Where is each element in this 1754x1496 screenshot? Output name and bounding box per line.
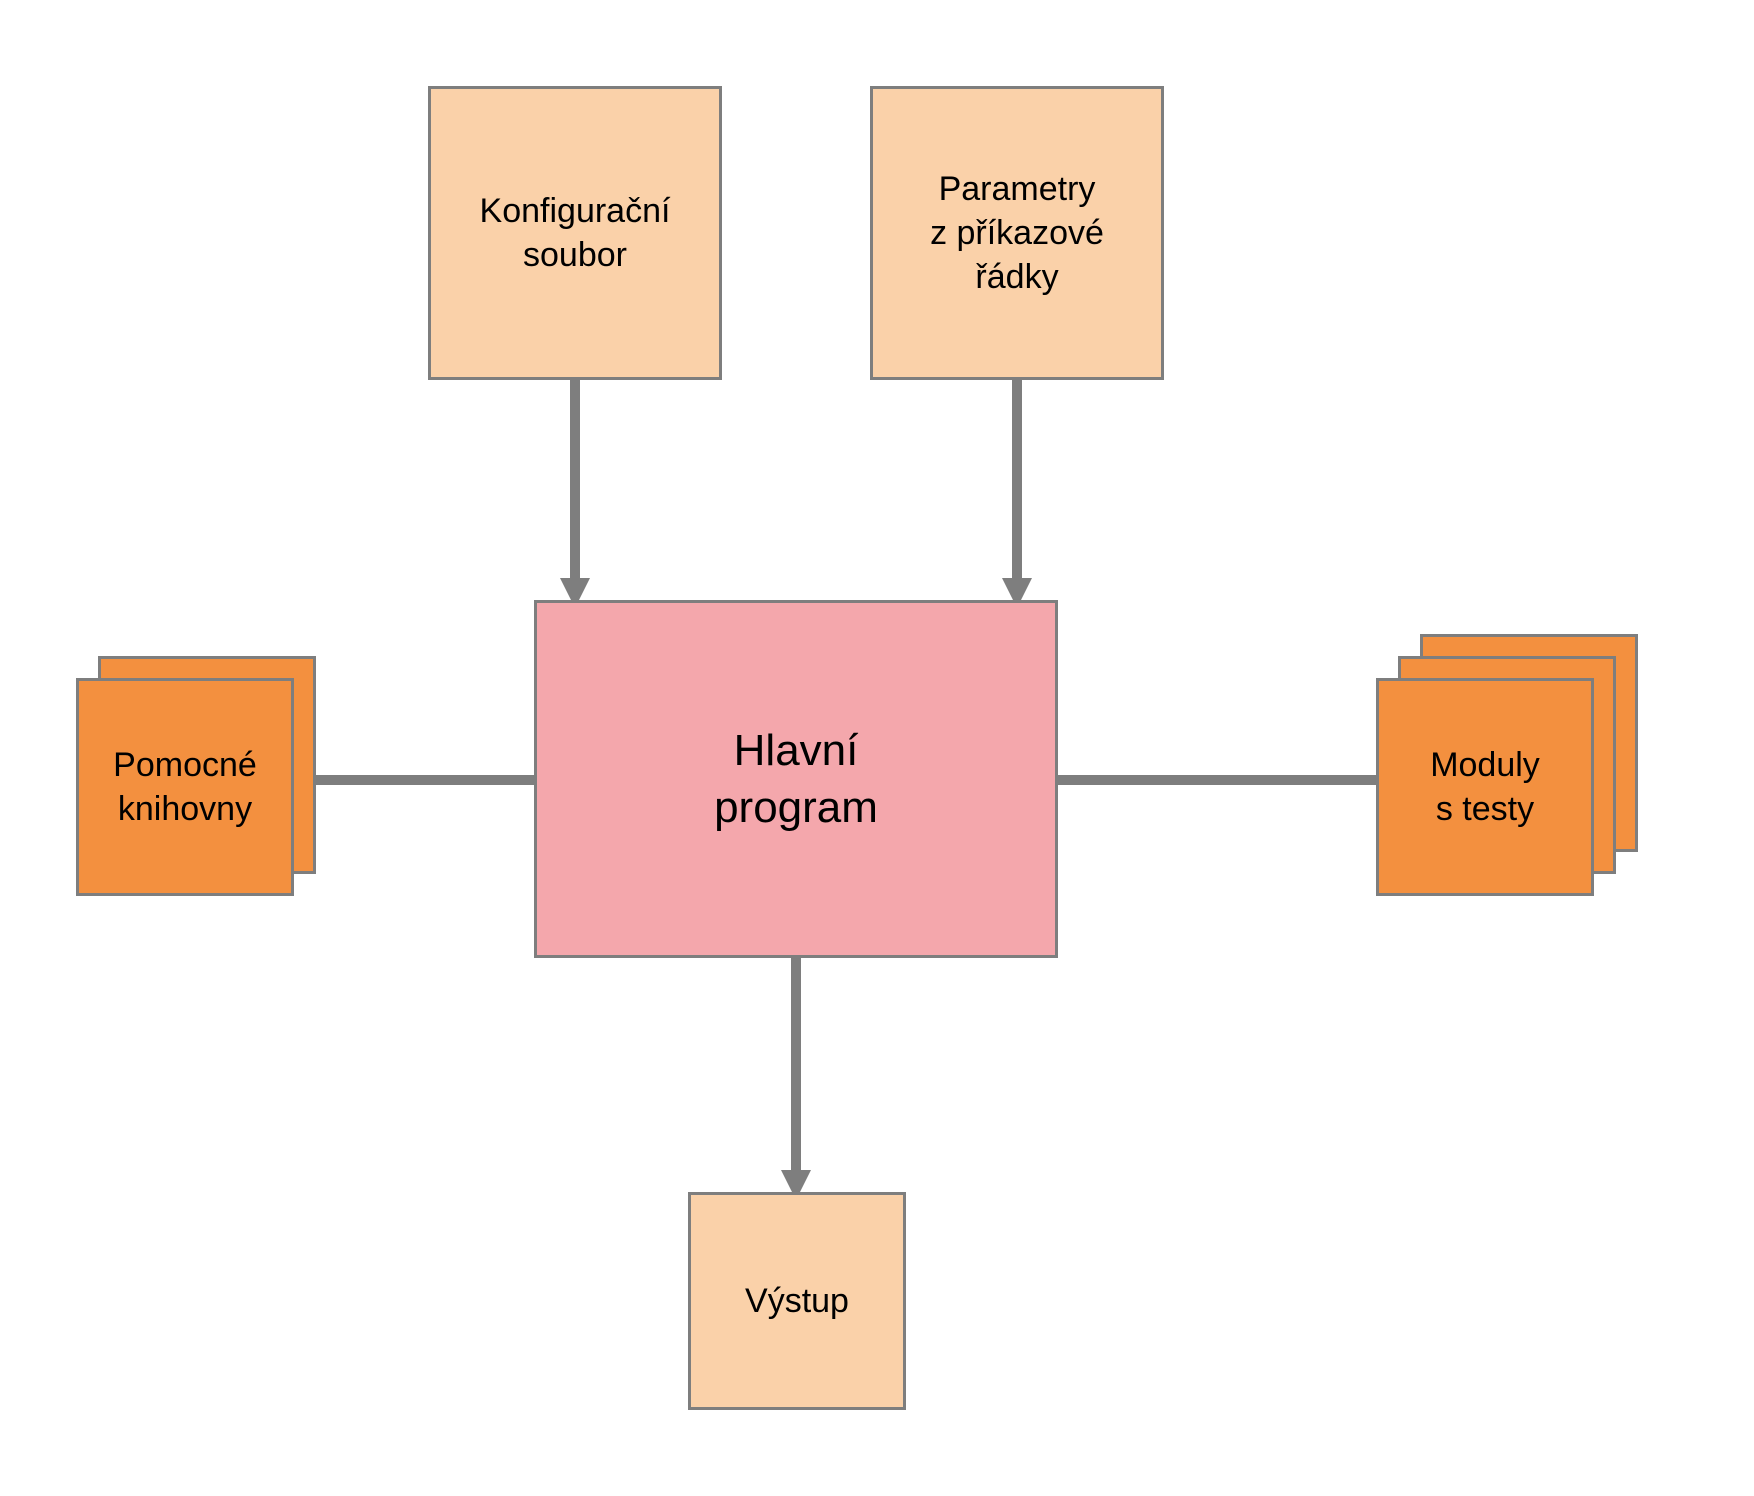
node-label: Výstup [745,1279,849,1323]
node-output: Výstup [688,1192,906,1410]
node-label: Pomocné knihovny [113,743,257,831]
node-label: Konfigurační soubor [480,189,671,277]
node-libs: Pomocné knihovny [76,678,294,896]
node-label: Hlavní program [714,722,878,836]
node-tests: Moduly s testy [1376,678,1594,896]
node-params: Parametry z příkazové řádky [870,86,1164,380]
node-label: Moduly s testy [1430,743,1540,831]
node-label: Parametry z příkazové řádky [930,167,1104,300]
node-main: Hlavní program [534,600,1058,958]
node-config: Konfigurační soubor [428,86,722,380]
